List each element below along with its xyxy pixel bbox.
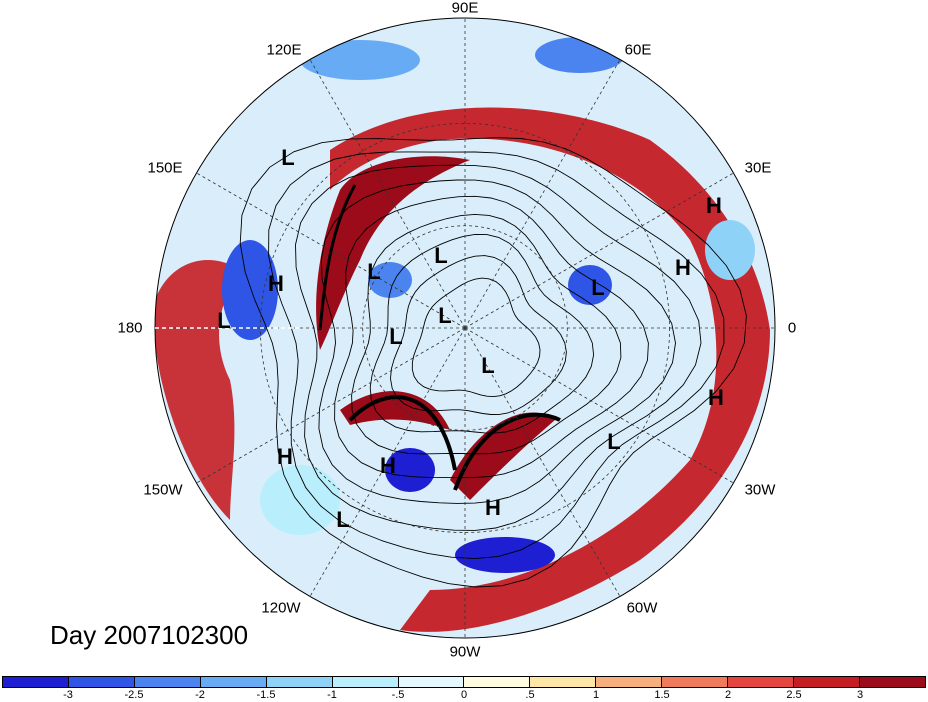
colorbar-segment	[332, 677, 399, 687]
lon-label-90e: 90E	[451, 0, 479, 17]
cool-anomaly-8	[705, 220, 755, 280]
low-110w: L	[336, 507, 350, 532]
meridian-line	[464, 327, 621, 597]
meridian-line	[464, 59, 621, 329]
colorbar-segment	[728, 677, 795, 687]
high-20e: H	[675, 255, 691, 280]
low-pole-5: L	[481, 353, 495, 378]
height-contour	[351, 213, 622, 455]
cool-anomaly-9	[260, 465, 340, 535]
colorbar-segment	[530, 677, 597, 687]
height-contour	[411, 277, 541, 398]
colorbar-segment	[662, 677, 729, 687]
height-contour	[268, 151, 725, 560]
colorbar-segment	[134, 677, 201, 687]
jet-streak	[318, 184, 357, 331]
lon-label-150w: 150W	[143, 481, 183, 499]
lon-label-0: 0	[787, 319, 797, 337]
low-pole-2: L	[367, 259, 381, 284]
colorbar-segment	[200, 677, 267, 687]
colorbar-segment	[596, 677, 663, 687]
colorbar-segment	[794, 677, 860, 687]
colorbar-tick-label: 2.5	[786, 689, 802, 701]
cold-anomaly-3	[568, 265, 612, 305]
high-80w: H	[485, 495, 501, 520]
colorbar-tick-label: -1	[327, 689, 337, 701]
high-30e: H	[706, 193, 722, 218]
colorbar-tick-label: 3	[856, 689, 864, 701]
high-165e: H	[268, 271, 284, 296]
low-180: L	[217, 308, 231, 333]
low-scandinavia: L	[591, 275, 605, 300]
colorbar-tick-label: -3	[63, 689, 73, 701]
high-100w: H	[380, 453, 396, 478]
colorbar-tick-label: 1.5	[654, 689, 670, 701]
colorbar-tick-label: -1.5	[256, 689, 276, 701]
colorbar-tick-label: -.5	[391, 689, 405, 701]
meridian-line	[464, 172, 734, 329]
colorbar-segment	[68, 677, 135, 687]
height-contours	[239, 137, 747, 588]
meridian-line	[309, 59, 466, 329]
anomaly-field	[155, 37, 770, 632]
lon-label-30w: 30W	[744, 481, 776, 499]
height-contour	[318, 179, 676, 504]
lon-label-60w: 60W	[626, 599, 658, 617]
low-120e: L	[281, 145, 295, 170]
lon-label-60e: 60E	[624, 41, 652, 59]
lon-label-90w: 90W	[449, 643, 481, 661]
warm-anomaly-jet-2	[340, 391, 450, 430]
colorbar-tick-label: 1	[592, 689, 600, 701]
low-pole-3: L	[438, 303, 452, 328]
colorbar-segment	[266, 677, 333, 687]
warm-anomaly-west	[155, 260, 240, 520]
colorbar-segment	[3, 677, 69, 687]
colorbar-tick-label: -2.5	[124, 689, 144, 701]
colorbar-tick-label: .5	[525, 689, 535, 701]
jet-streak	[348, 395, 457, 471]
cold-anomaly-4	[385, 448, 435, 492]
lon-label-150e: 150E	[147, 159, 183, 177]
warm-anomaly-ring	[330, 107, 770, 632]
colorbar-segment	[398, 677, 465, 687]
colorbar	[2, 676, 926, 688]
low-60w: L	[607, 429, 621, 454]
lon-label-120w: 120W	[261, 599, 301, 617]
cold-anomaly-6	[300, 40, 420, 80]
high-0: H	[708, 385, 724, 410]
meridian-line	[309, 327, 466, 597]
polar-map	[154, 17, 776, 639]
height-contour	[295, 164, 702, 531]
lon-label-120e: 120E	[266, 41, 302, 59]
colorbar-tick-label: 0	[460, 689, 468, 701]
colorbar-segment	[859, 677, 925, 687]
warm-anomaly-jet-3	[450, 412, 555, 500]
height-contour	[334, 195, 649, 479]
lon-label-180: 180	[117, 319, 143, 337]
day-title: Day 2007102300	[50, 620, 249, 650]
height-contour	[369, 233, 595, 434]
meridian-line	[464, 327, 734, 484]
height-contour	[239, 137, 747, 588]
colorbar-tick-label: 2	[724, 689, 732, 701]
lon-label-30e: 30E	[744, 159, 772, 177]
meridian-line	[196, 172, 466, 329]
colorbar-tick-label: -2	[195, 689, 205, 701]
cold-anomaly-1	[222, 240, 278, 340]
low-pole-4: L	[389, 324, 403, 349]
meridian-line	[196, 327, 466, 484]
high-150w: H	[277, 444, 293, 469]
colorbar-segment	[464, 677, 531, 687]
height-contour	[390, 255, 567, 415]
warm-anomaly-jet	[316, 156, 470, 350]
low-pole-1: L	[434, 243, 448, 268]
